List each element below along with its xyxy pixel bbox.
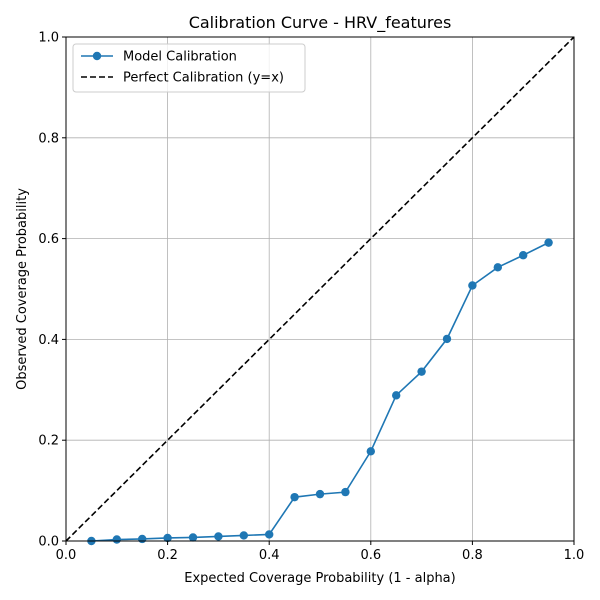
y-tick-label: 0.2 xyxy=(38,434,59,449)
axis-ticks: 0.0 0.2 0.4 0.6 0.8 1.0 0.0 0.2 0.4 0.6 0.8 1.0 xyxy=(38,31,584,564)
model-calibration-point xyxy=(392,391,401,400)
x-tick-label: 0.6 xyxy=(360,548,381,563)
series-layer xyxy=(65,36,575,546)
y-tick-label: 0.0 xyxy=(38,535,59,550)
model-calibration-point xyxy=(519,251,528,260)
model-calibration-point xyxy=(163,533,172,543)
legend-box xyxy=(72,43,306,93)
grid-lines xyxy=(65,36,575,542)
x-tick-label: 0.2 xyxy=(157,548,178,563)
model-calibration-point xyxy=(366,447,375,456)
plot-frame xyxy=(65,36,575,542)
model-calibration-point xyxy=(239,531,248,540)
x-axis-label: Expected Coverage Probability (1 - alpha… xyxy=(184,571,455,586)
y-tick-label: 1.0 xyxy=(38,31,59,46)
x-tick-label: 0.0 xyxy=(56,548,77,563)
series-perfect-calibration-line xyxy=(65,36,575,542)
x-tick-label: 0.8 xyxy=(462,548,483,563)
model-calibration-point xyxy=(265,530,274,539)
x-tick-label: 0.4 xyxy=(259,548,280,563)
x-tick-label: 1.0 xyxy=(564,548,585,563)
legend: Model Calibration Perfect Calibration (y… xyxy=(72,43,306,93)
legend-label-perfect: Perfect Calibration (y=x) xyxy=(123,71,284,86)
model-calibration-point xyxy=(493,263,502,272)
model-calibration-point xyxy=(315,489,325,499)
model-calibration-point xyxy=(442,334,452,344)
model-calibration-point xyxy=(290,492,299,502)
model-calibration-point xyxy=(341,487,350,497)
model-calibration-point xyxy=(214,532,223,541)
y-tick-label: 0.8 xyxy=(38,131,59,146)
model-calibration-point xyxy=(112,535,122,544)
model-calibration-point xyxy=(544,238,553,247)
model-calibration-point xyxy=(188,533,198,542)
y-tick-label: 0.6 xyxy=(38,232,59,247)
y-axis-label: Observed Coverage Probability xyxy=(15,188,30,390)
model-calibration-point xyxy=(138,534,147,544)
chart-title: Calibration Curve - HRV_features xyxy=(189,13,452,33)
legend-label-model: Model Calibration xyxy=(123,50,237,65)
model-calibration-point xyxy=(417,367,426,376)
y-tick-label: 0.4 xyxy=(38,333,59,348)
legend-marker-model xyxy=(92,51,102,61)
model-calibration-point xyxy=(468,281,477,290)
